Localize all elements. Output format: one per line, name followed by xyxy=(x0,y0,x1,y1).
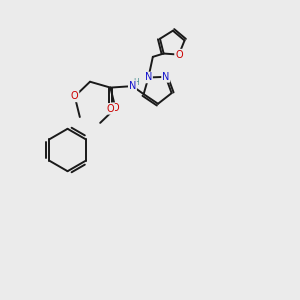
Text: N: N xyxy=(145,73,152,82)
Text: N: N xyxy=(162,72,169,82)
Text: H: H xyxy=(134,78,139,87)
Text: O: O xyxy=(175,50,183,60)
Text: O: O xyxy=(106,104,114,114)
Text: O: O xyxy=(112,103,119,113)
Text: N: N xyxy=(129,81,136,91)
Text: O: O xyxy=(71,92,79,101)
